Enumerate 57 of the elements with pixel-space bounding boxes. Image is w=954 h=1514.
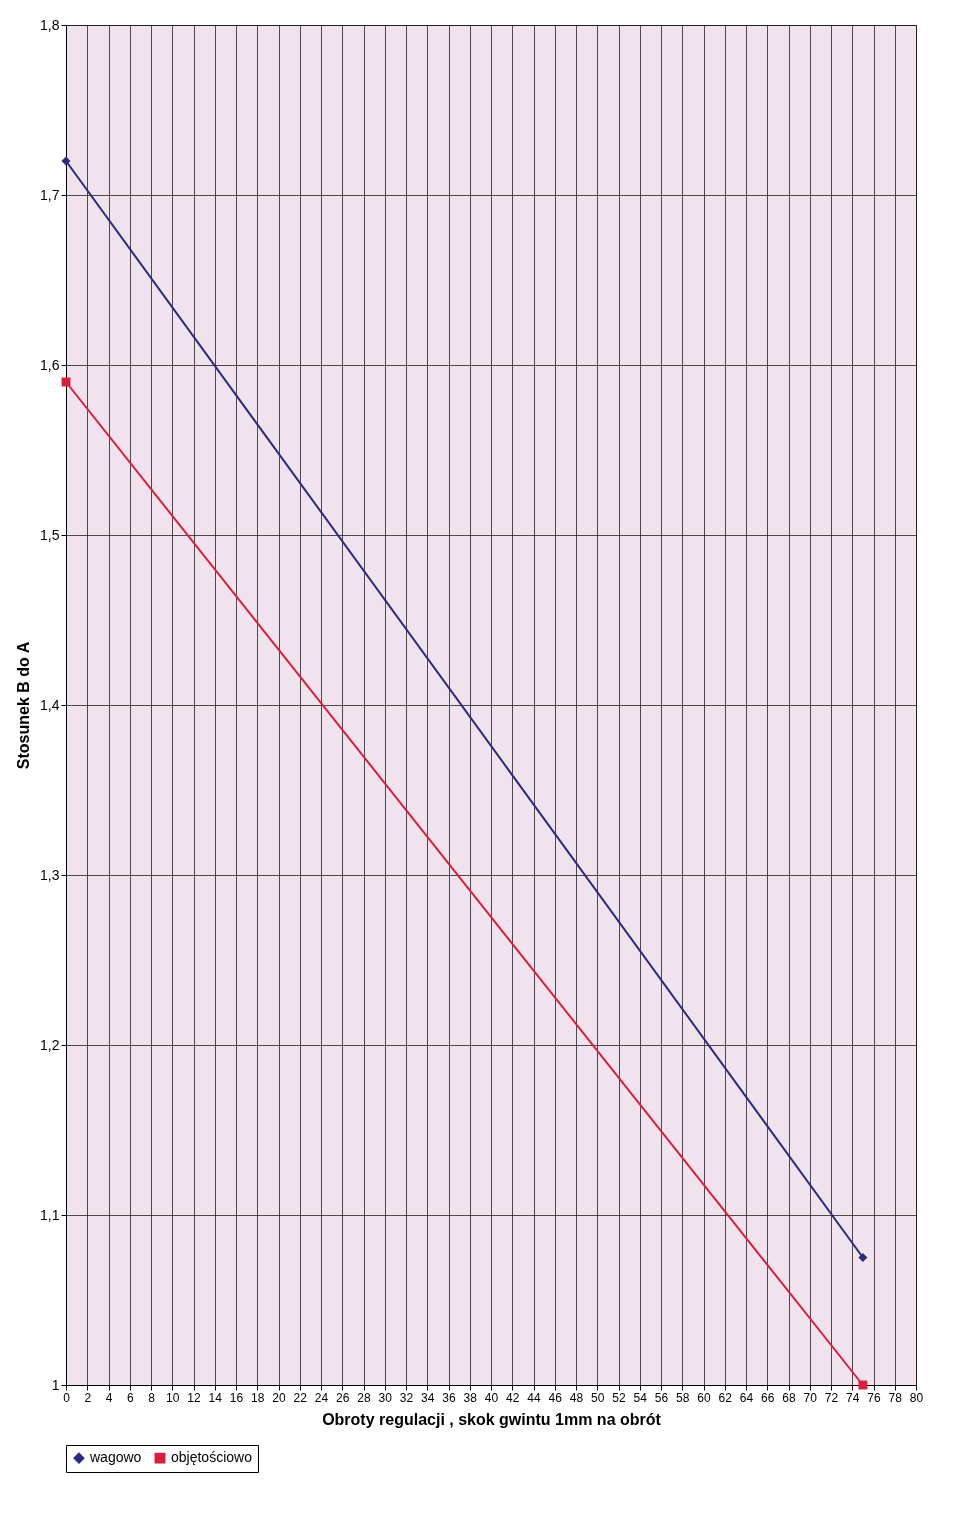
x-tick-label: 6 <box>126 1390 134 1405</box>
y-tick-label: 1,5 <box>40 526 60 543</box>
x-tick-label: 54 <box>633 1390 648 1405</box>
x-tick-label: 24 <box>314 1390 329 1405</box>
point <box>61 156 71 166</box>
x-tick-label: 2 <box>84 1390 92 1405</box>
x-tick-label: 74 <box>846 1390 860 1405</box>
x-tick-label: 78 <box>888 1390 903 1405</box>
x-tick-label: 58 <box>676 1390 690 1405</box>
x-tick-label: 32 <box>399 1390 414 1405</box>
x-tick-label: 36 <box>442 1390 456 1405</box>
x-tick-label: 0 <box>63 1390 71 1405</box>
x-tick-label: 52 <box>612 1390 626 1405</box>
x-tick-label: 28 <box>357 1390 371 1405</box>
y-tick-label: 1,2 <box>40 1036 60 1053</box>
x-tick-label: 46 <box>548 1390 563 1405</box>
x-tick-label: 72 <box>824 1390 839 1405</box>
y-tick-label: 1,7 <box>40 186 60 203</box>
x-tick-label: 18 <box>251 1390 265 1405</box>
x-tick-label: 20 <box>272 1390 286 1405</box>
x-tick-label: 66 <box>761 1390 775 1405</box>
x-tick-label: 76 <box>867 1390 881 1405</box>
x-tick-label: 12 <box>187 1390 201 1405</box>
x-tick-label: 48 <box>569 1390 584 1405</box>
x-tick-label: 40 <box>484 1390 499 1405</box>
y-tick-label: 1,1 <box>40 1206 60 1223</box>
x-tick-label: 34 <box>421 1390 435 1405</box>
x-tick-label: 50 <box>591 1390 605 1405</box>
x-tick-label: 60 <box>697 1390 711 1405</box>
y-axis-title: Stosunek B do A <box>15 641 33 770</box>
y-tick-label: 1,4 <box>40 696 60 713</box>
x-tick-label: 30 <box>378 1390 393 1405</box>
x-tick-label: 80 <box>909 1390 924 1405</box>
x-tick-label: 70 <box>803 1390 818 1405</box>
x-tick-label: 26 <box>336 1390 350 1405</box>
legend-label: objętościowo <box>171 1449 253 1466</box>
x-tick-label: 38 <box>463 1390 478 1405</box>
y-tick-label: 1,3 <box>40 866 60 883</box>
x-tick-label: 42 <box>506 1390 520 1405</box>
x-tick-label: 16 <box>229 1390 244 1405</box>
legend-label: wagowo <box>89 1449 142 1466</box>
x-tick-label: 56 <box>654 1390 669 1405</box>
x-tick-label: 14 <box>208 1390 223 1405</box>
y-tick-label: 1,6 <box>40 356 60 373</box>
x-tick-label: 22 <box>293 1390 308 1405</box>
x-tick-label: 62 <box>718 1390 733 1405</box>
x-tick-label: 68 <box>782 1390 796 1405</box>
x-tick-label: 4 <box>105 1390 113 1405</box>
x-tick-label: 64 <box>739 1390 754 1405</box>
y-tick-label: 1,8 <box>40 16 60 33</box>
point <box>858 1380 868 1390</box>
x-tick-label: 44 <box>527 1390 541 1405</box>
x-tick-label: 10 <box>166 1390 180 1405</box>
y-tick-label: 1 <box>51 1376 60 1393</box>
point <box>858 1253 868 1262</box>
x-tick-label: 8 <box>148 1390 156 1405</box>
x-axis-title: Obroty regulacji , skok gwintu 1mm na obrót <box>322 1410 662 1428</box>
